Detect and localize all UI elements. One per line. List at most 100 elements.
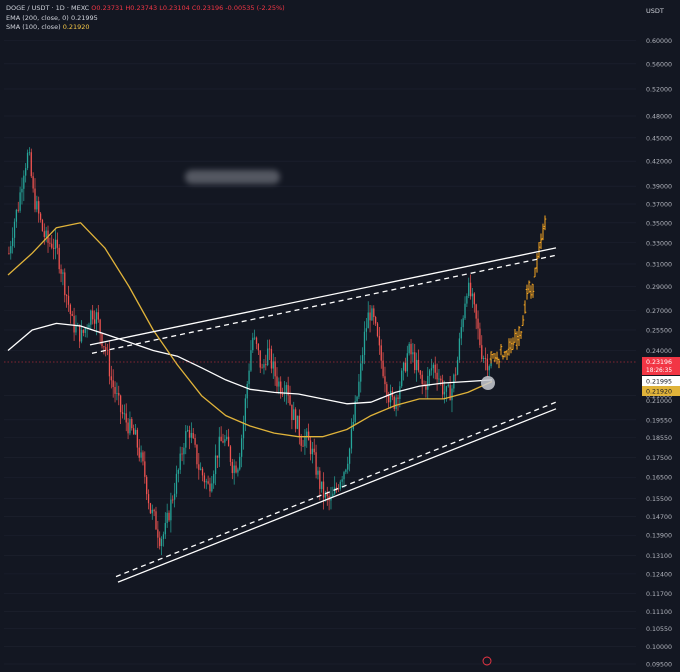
y-tick-label: 0.31000	[646, 261, 672, 268]
candle-body	[322, 481, 325, 498]
candle-body	[28, 152, 31, 154]
candle-body	[442, 380, 444, 395]
blurred-watermark	[185, 170, 280, 184]
candle-body	[335, 487, 338, 489]
candle-body	[404, 362, 407, 372]
close-value: C0.23196	[191, 4, 224, 12]
last-price-countdown: 18:26:35	[646, 368, 672, 374]
y-tick-label: 0.12400	[646, 571, 672, 578]
y-tick-label: 0.42000	[646, 159, 672, 166]
candle-body	[43, 231, 45, 237]
candle-body	[168, 512, 170, 521]
candle-body	[125, 413, 127, 423]
candle-body	[237, 469, 239, 473]
candle-body	[21, 188, 23, 193]
candle-body	[287, 385, 289, 396]
symbol-label: DOGE / USDT · 1D · MEXC	[6, 4, 90, 12]
candle-body	[456, 359, 459, 375]
candle-body	[177, 469, 179, 474]
y-tick-label: 0.13900	[646, 533, 672, 540]
candle-body	[440, 378, 442, 381]
candle-body	[432, 364, 435, 369]
candle-body	[367, 312, 369, 329]
y-tick-label: 0.14700	[646, 514, 672, 521]
candle-body	[207, 481, 209, 484]
candle-body	[375, 316, 377, 324]
candle-body	[291, 404, 293, 421]
candle-body	[482, 358, 485, 359]
candle-body	[106, 349, 109, 351]
y-tick-label: 0.13100	[646, 553, 672, 560]
ema-tag	[642, 376, 680, 387]
candle-body	[198, 464, 200, 470]
candle-body	[12, 237, 14, 247]
candle-body	[304, 437, 306, 447]
price-axis[interactable]: 0.60000 0.56000 0.52000 0.48000 0.45000 0.420…	[646, 38, 672, 668]
candle-body	[192, 433, 194, 439]
candle-body	[131, 418, 133, 429]
candle-body	[97, 312, 99, 320]
candle-body	[460, 327, 462, 339]
candle-body	[428, 370, 431, 376]
candle-body	[393, 396, 395, 409]
y-tick-label: 0.27000	[646, 308, 672, 315]
axis-unit-label[interactable]: USDT	[646, 7, 664, 15]
y-tick-label: 0.48000	[646, 113, 672, 120]
candle-body	[190, 433, 193, 438]
ema-label: EMA (200, close, 0)	[6, 13, 69, 22]
candle-body	[397, 397, 399, 400]
candle-body	[54, 239, 57, 249]
candle-body	[447, 385, 449, 387]
candle-body	[388, 395, 390, 403]
y-tick-label: 0.11700	[646, 591, 672, 598]
candle-body	[425, 384, 427, 390]
candle-body	[473, 293, 475, 305]
y-tick-label: 0.10000	[646, 644, 672, 651]
candle-body	[319, 470, 321, 489]
candle-body	[373, 308, 375, 317]
candle-body	[67, 295, 70, 305]
candle-body	[134, 429, 137, 435]
candle-body	[203, 475, 206, 483]
moving-averages	[7, 222, 493, 438]
candle-body	[369, 312, 371, 321]
candle-body	[371, 308, 373, 321]
candle-body	[451, 388, 453, 401]
y-tick-label: 0.45000	[646, 135, 672, 142]
candle-body	[142, 452, 144, 462]
candle-body	[347, 463, 349, 470]
candle-body	[399, 386, 401, 400]
candle-body	[455, 374, 457, 376]
candle-body	[36, 201, 38, 210]
candle-body	[51, 243, 53, 248]
candle-body	[345, 469, 347, 473]
candle-body	[196, 444, 198, 465]
candle-body	[430, 368, 433, 371]
y-tick-label: 0.52000	[646, 86, 672, 93]
candle-body	[17, 209, 19, 211]
candle-body	[330, 496, 332, 501]
candles	[8, 147, 492, 556]
candle-body	[112, 380, 114, 387]
candle-body	[361, 354, 364, 364]
candle-body	[311, 448, 314, 455]
candle-body	[103, 346, 105, 348]
candle-body	[309, 440, 312, 455]
candle-body	[484, 358, 487, 359]
candle-body	[157, 529, 159, 538]
candle-body	[123, 413, 125, 415]
candle-body	[136, 429, 139, 448]
candle-body	[82, 329, 85, 333]
y-tick-label: 0.16500	[646, 475, 672, 482]
candle-body	[8, 253, 10, 254]
candle-body	[80, 329, 83, 342]
y-tick-label: 0.37000	[646, 202, 672, 209]
candle-body	[246, 383, 248, 399]
candle-body	[475, 304, 477, 319]
candle-body	[15, 209, 18, 222]
candle-body	[334, 487, 336, 494]
candle-body	[285, 385, 287, 393]
candle-body	[214, 455, 217, 475]
